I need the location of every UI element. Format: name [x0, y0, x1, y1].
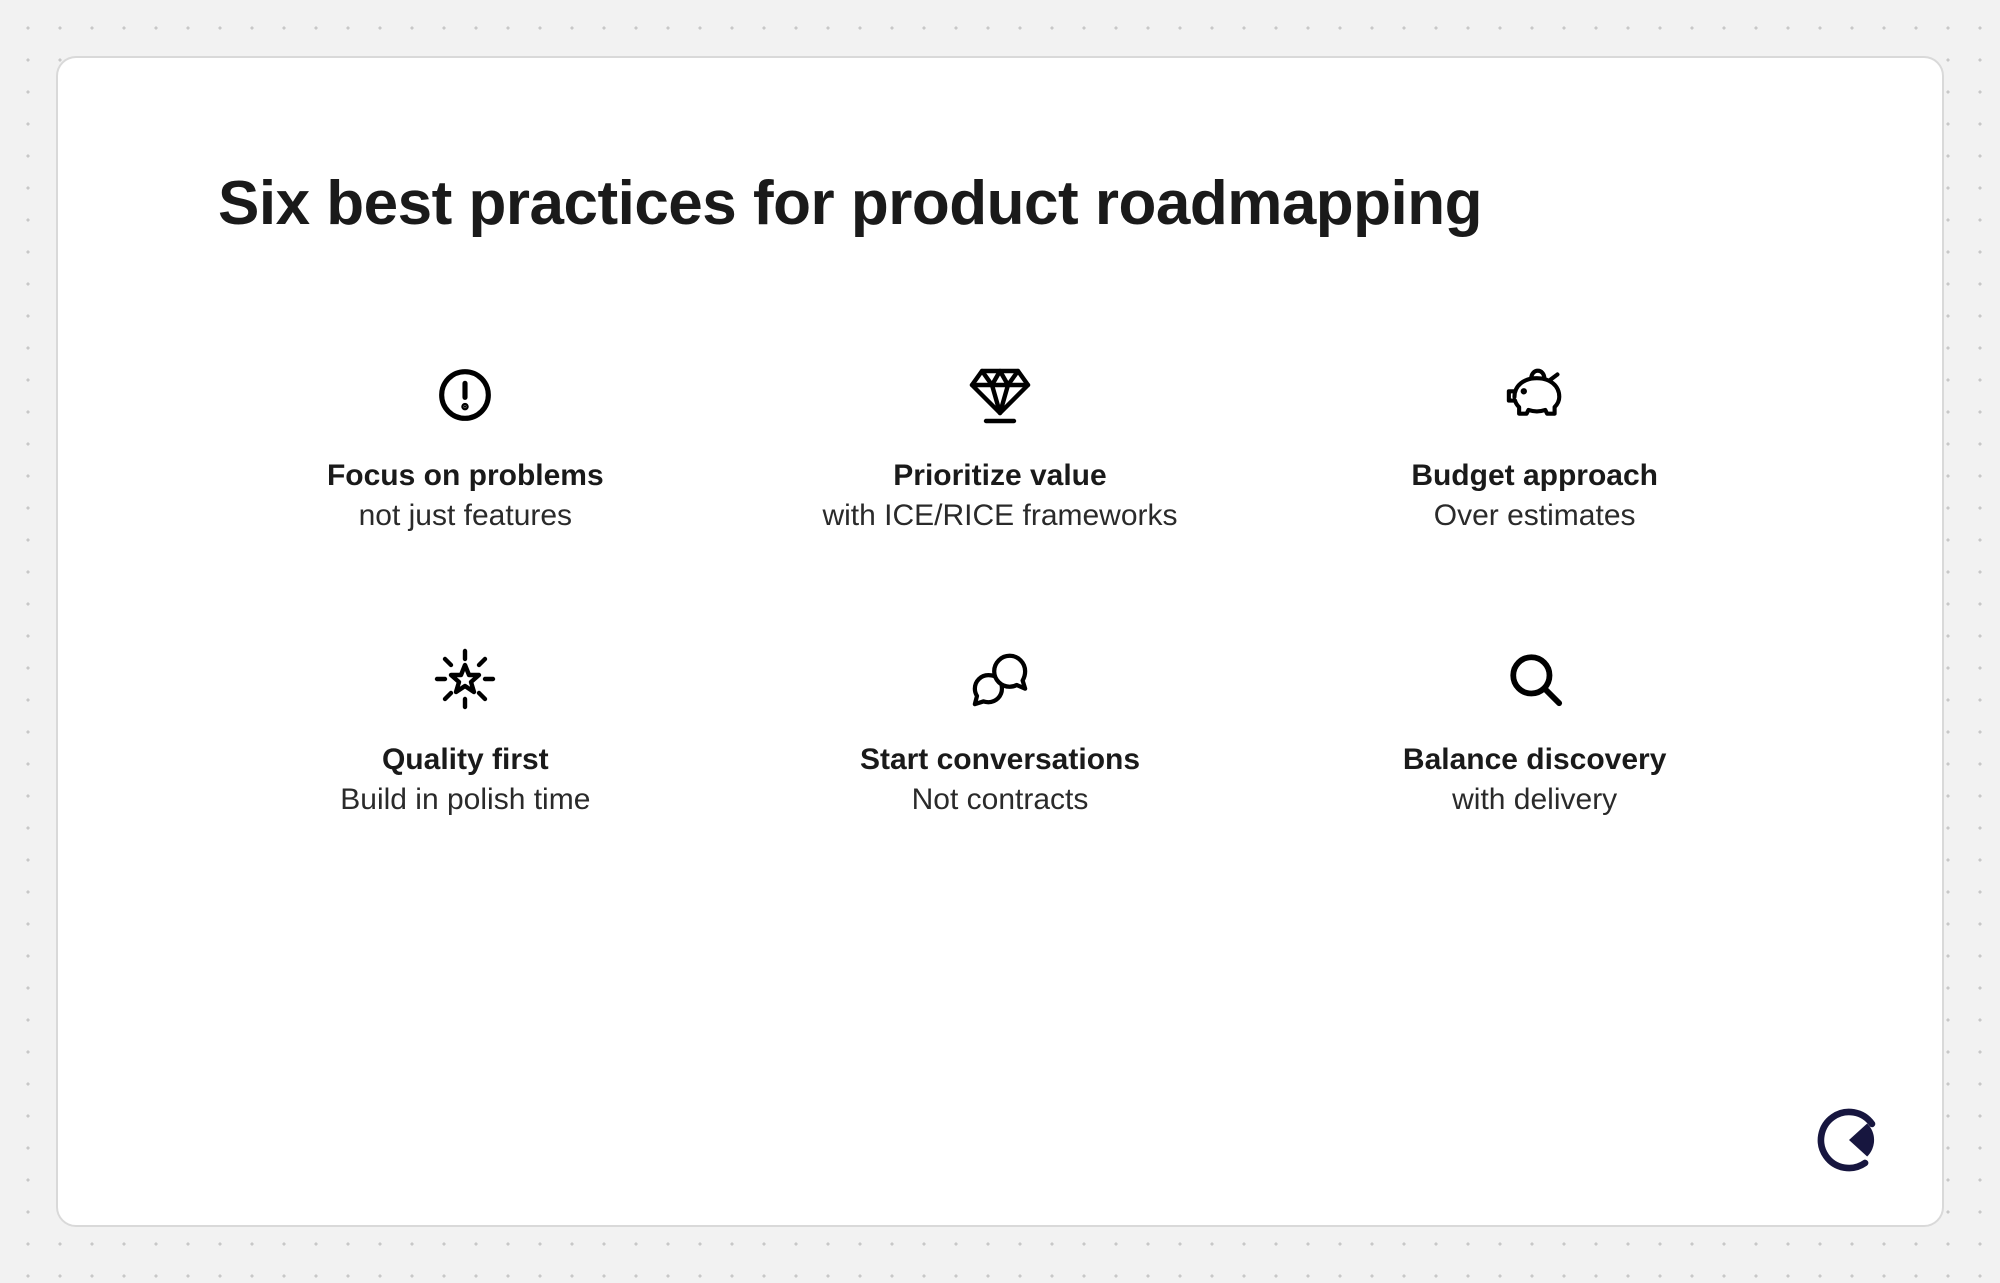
chat-bubbles-icon: [969, 643, 1031, 715]
magnifier-icon: [1506, 643, 1564, 715]
brand-logo: [1816, 1107, 1882, 1173]
practices-grid: Focus on problems not just features Prio…: [218, 359, 1782, 817]
practice-item: Start conversations Not contracts: [753, 643, 1248, 817]
item-title: Prioritize value: [893, 459, 1106, 493]
practice-item: Prioritize value with ICE/RICE framework…: [753, 359, 1248, 533]
item-title: Quality first: [382, 743, 549, 777]
item-subtitle: Not contracts: [912, 783, 1089, 817]
practice-item: Quality first Build in polish time: [218, 643, 713, 817]
sparkle-star-icon: [433, 643, 497, 715]
diamond-icon: [968, 359, 1032, 431]
item-subtitle: Over estimates: [1434, 499, 1636, 533]
item-subtitle: not just features: [359, 499, 572, 533]
practice-item: Focus on problems not just features: [218, 359, 713, 533]
item-title: Budget approach: [1411, 459, 1658, 493]
item-title: Balance discovery: [1403, 743, 1666, 777]
page-title: Six best practices for product roadmappi…: [218, 168, 1782, 239]
item-title: Focus on problems: [327, 459, 604, 493]
piggy-bank-icon: [1503, 359, 1567, 431]
infographic-card: Six best practices for product roadmappi…: [56, 56, 1944, 1227]
item-subtitle: with ICE/RICE frameworks: [822, 499, 1177, 533]
practice-item: Budget approach Over estimates: [1287, 359, 1782, 533]
item-subtitle: Build in polish time: [340, 783, 590, 817]
item-title: Start conversations: [860, 743, 1140, 777]
item-subtitle: with delivery: [1452, 783, 1617, 817]
practice-item: Balance discovery with delivery: [1287, 643, 1782, 817]
alert-circle-icon: [437, 359, 493, 431]
